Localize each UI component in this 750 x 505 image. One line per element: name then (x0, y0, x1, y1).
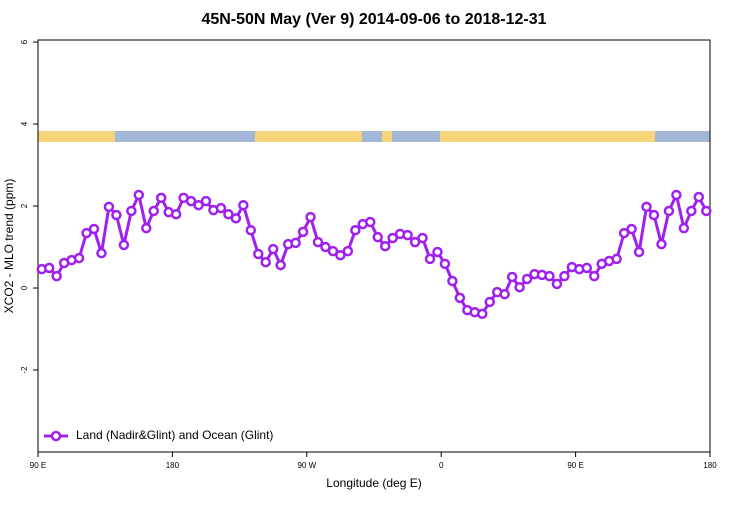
data-point (170, 208, 182, 220)
data-point (477, 308, 488, 320)
data-point (260, 256, 271, 268)
data-point (506, 271, 518, 283)
map-strip (38, 131, 710, 142)
x-tick-label: 90 E (30, 461, 46, 470)
data-point (193, 199, 204, 211)
data-point (320, 241, 331, 253)
data-point (379, 240, 391, 252)
data-point (81, 227, 92, 239)
data-point (424, 253, 436, 265)
data-point (544, 270, 555, 282)
data-point (215, 202, 227, 214)
data-point (245, 224, 257, 236)
data-point (223, 208, 234, 220)
y-tick-label: 4 (20, 121, 29, 126)
data-point (275, 259, 286, 271)
data-point (671, 189, 682, 201)
chart-title: 45N-50N May (Ver 9) 2014-09-06 to 2018-1… (201, 11, 546, 28)
data-point (447, 275, 458, 287)
data-point (350, 224, 361, 236)
x-tick-label: 180 (166, 461, 180, 470)
data-point (439, 258, 451, 270)
data-point (559, 270, 570, 282)
data-point (111, 209, 122, 221)
data-point (238, 199, 249, 211)
data-point (551, 278, 563, 290)
plot-frame (37, 39, 711, 453)
data-point (454, 292, 466, 304)
x-tick-label: 0 (439, 461, 444, 470)
legend-label: Land (Nadir&Glint) and Ocean (Glint) (76, 428, 273, 442)
data-point (641, 201, 652, 213)
data-point (230, 213, 242, 224)
data-point (133, 189, 145, 201)
data-point (521, 273, 533, 285)
x-tick-label: 180 (703, 461, 717, 470)
data-point (618, 227, 630, 239)
y-tick-label: 0 (20, 285, 29, 290)
data-point (656, 238, 667, 250)
legend-marker (50, 430, 62, 442)
data-point (305, 211, 316, 223)
data-point (96, 247, 107, 259)
data-point (43, 262, 55, 274)
data-point (693, 191, 705, 203)
data-point (88, 223, 100, 235)
data-point (253, 248, 264, 260)
data-point (51, 270, 62, 282)
data-point (335, 249, 346, 261)
data-point (678, 222, 690, 234)
data-point (126, 205, 137, 217)
y-tick-label: 2 (20, 203, 29, 208)
data-point (626, 223, 637, 235)
data-point (267, 243, 279, 255)
data-point (581, 262, 593, 274)
data-point (701, 205, 712, 217)
y-axis-label: XCO2 - MLO trend (ppm) (2, 179, 16, 314)
data-point (185, 195, 197, 207)
data-point (611, 253, 622, 265)
data-point (686, 205, 697, 217)
x-tick-label: 90 W (297, 461, 316, 470)
data-point (432, 246, 443, 258)
data-point (141, 222, 152, 234)
data-point (409, 236, 421, 248)
data-point (312, 236, 324, 248)
data-point (372, 231, 383, 243)
data-point (387, 232, 398, 244)
data-point (663, 205, 675, 217)
data-point (342, 245, 354, 257)
series-line (41, 190, 708, 316)
y-tick-label: 6 (20, 39, 29, 44)
data-point (365, 216, 376, 228)
data-point (148, 205, 159, 217)
x-tick-label: 90 E (567, 461, 583, 470)
data-point (417, 232, 428, 244)
data-point (589, 270, 600, 282)
data-point (103, 201, 115, 213)
data-point (499, 288, 510, 300)
data-point (514, 281, 525, 293)
data-point (648, 209, 660, 221)
y-tick-label: -2 (20, 366, 29, 374)
data-point (73, 252, 85, 264)
data-point (633, 246, 645, 258)
data-point (484, 296, 495, 308)
data-point (118, 239, 130, 251)
data-point (327, 245, 339, 257)
data-point (200, 195, 212, 207)
data-point (402, 229, 413, 241)
data-point (155, 192, 167, 204)
data-point (290, 237, 301, 249)
data-point (297, 226, 309, 238)
x-axis-label: Longitude (deg E) (326, 476, 421, 490)
